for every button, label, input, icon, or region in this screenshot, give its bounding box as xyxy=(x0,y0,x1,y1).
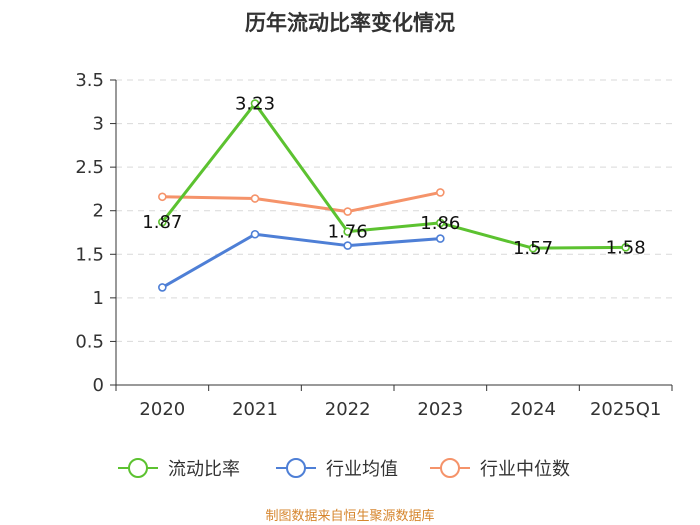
data-label: 1.57 xyxy=(513,238,553,259)
legend[interactable]: 流动比率 行业均值 行业中位数 xyxy=(118,458,570,480)
series-point xyxy=(158,217,167,227)
series-point xyxy=(343,207,352,216)
series-point xyxy=(343,241,352,250)
x-tick-label: 2021 xyxy=(232,399,278,420)
x-tick-label: 2024 xyxy=(510,399,556,420)
legend-marker xyxy=(128,458,148,478)
legend-marker xyxy=(440,458,460,478)
legend-item-0[interactable]: 流动比率 xyxy=(118,458,240,480)
series-lines xyxy=(158,99,630,292)
series-point xyxy=(158,283,167,292)
x-tick-label: 2022 xyxy=(325,399,371,420)
y-axis: 0 0.5 1 1.5 2 2.5 3 3.5 xyxy=(75,70,117,396)
series-point xyxy=(250,229,260,239)
x-tick-label: 2023 xyxy=(417,399,463,420)
y-tick-label: 0 xyxy=(93,375,104,396)
series-point xyxy=(158,192,167,202)
legend-item-1[interactable]: 行业均值 xyxy=(276,458,398,480)
series-point xyxy=(250,194,260,203)
y-tick-label: 0.5 xyxy=(75,331,104,352)
data-labels: 1.87 3.23 1.76 1.86 1.57 1.58 xyxy=(142,94,645,260)
y-tick-label: 3.5 xyxy=(75,70,104,91)
data-label: 1.86 xyxy=(420,213,460,234)
source-note: 制图数据来自恒生聚源数据库 xyxy=(265,508,434,524)
series-point xyxy=(621,243,630,252)
legend-label: 行业均值 xyxy=(326,459,398,480)
y-tick-label: 2 xyxy=(93,201,104,222)
series-point xyxy=(436,234,445,243)
data-label: 1.76 xyxy=(328,222,368,243)
x-tick-label: 2025Q1 xyxy=(590,399,661,420)
data-label: 1.87 xyxy=(142,212,182,233)
chart-title: 历年流动比率变化情况 xyxy=(245,11,455,35)
data-label: 1.58 xyxy=(606,237,646,258)
legend-marker xyxy=(286,458,306,478)
series-point xyxy=(436,188,445,197)
x-tick-label: 2020 xyxy=(139,399,185,420)
legend-label: 行业中位数 xyxy=(480,459,570,480)
series-point xyxy=(528,243,538,253)
legend-label: 流动比率 xyxy=(168,459,240,480)
series-point xyxy=(343,227,352,236)
y-tick-label: 2.5 xyxy=(75,157,104,178)
y-tick-label: 1 xyxy=(93,288,104,309)
x-axis: 2020 2021 2022 2023 2024 2025Q1 xyxy=(115,384,673,420)
data-label: 3.23 xyxy=(235,94,275,115)
grid-lines xyxy=(116,79,672,342)
legend-item-2[interactable]: 行业中位数 xyxy=(430,458,570,480)
series-line-2 xyxy=(162,190,441,214)
series-point xyxy=(436,218,445,228)
series-line-0 xyxy=(161,102,626,250)
y-tick-label: 3 xyxy=(93,114,104,135)
y-tick-label: 1.5 xyxy=(75,244,104,265)
series-line-1 xyxy=(161,232,441,289)
series-point xyxy=(250,99,260,108)
